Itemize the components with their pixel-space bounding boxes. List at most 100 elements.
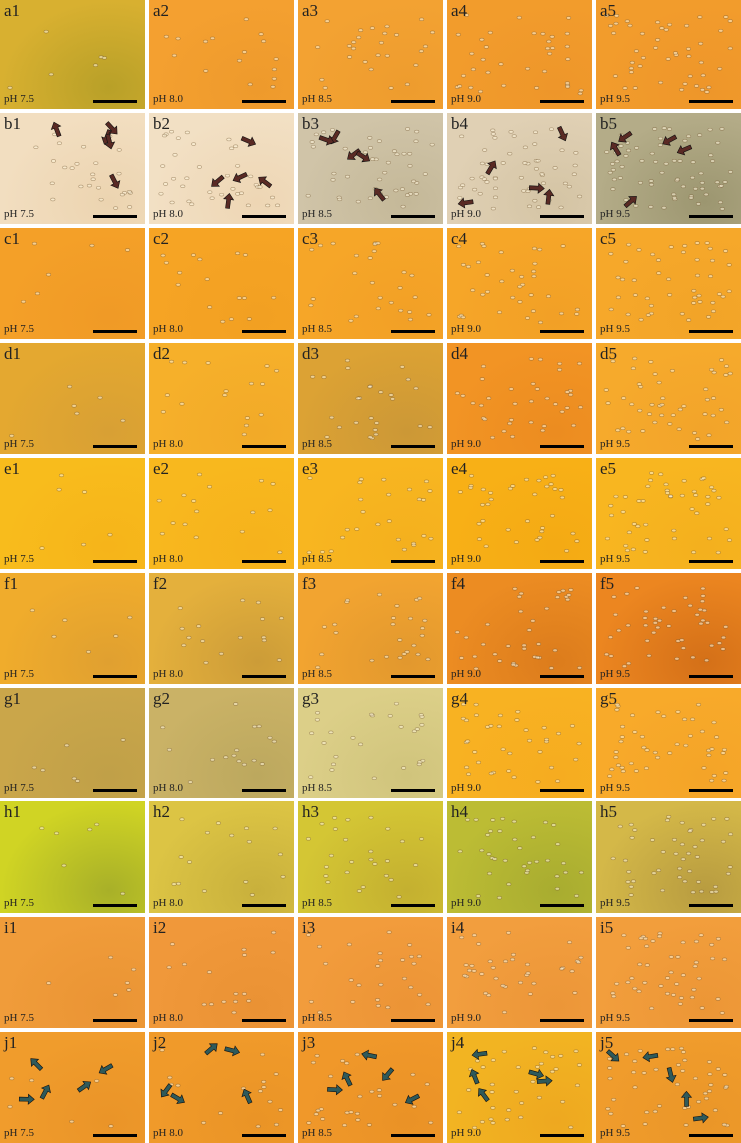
cell xyxy=(537,750,543,754)
cell xyxy=(525,962,531,967)
arrow xyxy=(623,196,637,209)
texture xyxy=(7,1058,114,1128)
cell xyxy=(236,759,242,763)
panel-label: j3 xyxy=(302,1033,316,1052)
cell xyxy=(541,424,547,428)
arrow xyxy=(471,1048,488,1060)
cell xyxy=(62,165,68,170)
cell xyxy=(321,375,327,379)
cell xyxy=(39,546,45,550)
cell xyxy=(96,186,102,190)
cell xyxy=(711,774,717,778)
cell xyxy=(384,655,390,659)
panel-label: d2 xyxy=(153,344,170,363)
cell xyxy=(119,192,125,197)
cell xyxy=(651,630,657,635)
cell xyxy=(604,150,610,154)
cell xyxy=(344,870,350,875)
cell xyxy=(236,58,242,63)
cell xyxy=(483,45,489,49)
cell xyxy=(727,170,733,174)
texture xyxy=(160,359,280,437)
cell xyxy=(638,318,644,322)
scale-bar xyxy=(242,330,286,333)
cell xyxy=(414,181,420,185)
cell xyxy=(229,833,235,838)
cell xyxy=(538,1061,544,1066)
cell xyxy=(273,57,279,61)
ph-label: pH 9.5 xyxy=(600,553,630,565)
texture xyxy=(160,702,277,784)
cell xyxy=(414,129,420,134)
cell xyxy=(461,702,467,706)
arrow xyxy=(241,1088,253,1105)
cell xyxy=(393,188,399,193)
cell xyxy=(175,36,181,41)
cell xyxy=(697,133,703,137)
cell xyxy=(549,765,555,770)
cell xyxy=(656,380,662,385)
cell xyxy=(354,1052,360,1057)
cell xyxy=(505,644,511,648)
cell xyxy=(460,183,466,187)
cell xyxy=(369,658,375,663)
cell xyxy=(208,1002,214,1006)
cell xyxy=(430,30,436,35)
cell xyxy=(497,659,503,663)
cell xyxy=(563,870,569,875)
micrograph-panel: j3 pH 8.5 xyxy=(298,1032,443,1143)
cell xyxy=(677,1002,683,1006)
cell xyxy=(56,487,62,492)
cell xyxy=(661,714,667,718)
cell xyxy=(485,290,491,294)
cell xyxy=(671,609,677,613)
cell xyxy=(566,184,572,189)
scale-bar xyxy=(391,675,435,678)
cell xyxy=(711,720,717,725)
cell xyxy=(691,301,697,305)
cell xyxy=(576,361,582,366)
cell xyxy=(323,865,329,869)
cell xyxy=(508,418,514,422)
cell xyxy=(158,192,164,196)
cell xyxy=(160,253,166,258)
cell xyxy=(362,150,368,154)
cell xyxy=(469,51,475,56)
cell xyxy=(719,1011,725,1015)
scale-bar xyxy=(540,445,584,448)
cell xyxy=(166,748,172,752)
micrograph-panel: b3 pH 8.5 xyxy=(298,113,443,224)
micrograph-panel: c5 pH 9.5 xyxy=(596,228,741,339)
cell xyxy=(574,539,580,543)
cell xyxy=(269,195,275,200)
cell xyxy=(124,981,130,985)
cell xyxy=(642,550,648,554)
cell xyxy=(399,187,405,191)
cell xyxy=(709,485,715,489)
cell xyxy=(209,758,215,762)
cell xyxy=(21,299,27,304)
cell xyxy=(329,415,335,420)
cell xyxy=(344,1061,350,1065)
cell xyxy=(411,961,417,966)
cell xyxy=(313,132,319,137)
cell xyxy=(652,616,658,621)
cell xyxy=(563,595,569,599)
cell xyxy=(397,286,403,290)
cell xyxy=(480,503,486,507)
cell xyxy=(652,621,658,625)
cell xyxy=(613,755,619,759)
cell xyxy=(648,179,654,183)
cell xyxy=(707,246,713,251)
cell xyxy=(680,184,686,189)
cell xyxy=(715,550,721,555)
cell xyxy=(231,1010,237,1015)
cell xyxy=(236,296,242,300)
cell xyxy=(470,401,476,405)
cell xyxy=(461,74,467,78)
scale-bar xyxy=(242,1134,286,1137)
cell xyxy=(46,981,52,985)
cell xyxy=(507,486,513,491)
texture xyxy=(460,702,582,784)
cell xyxy=(694,511,700,515)
